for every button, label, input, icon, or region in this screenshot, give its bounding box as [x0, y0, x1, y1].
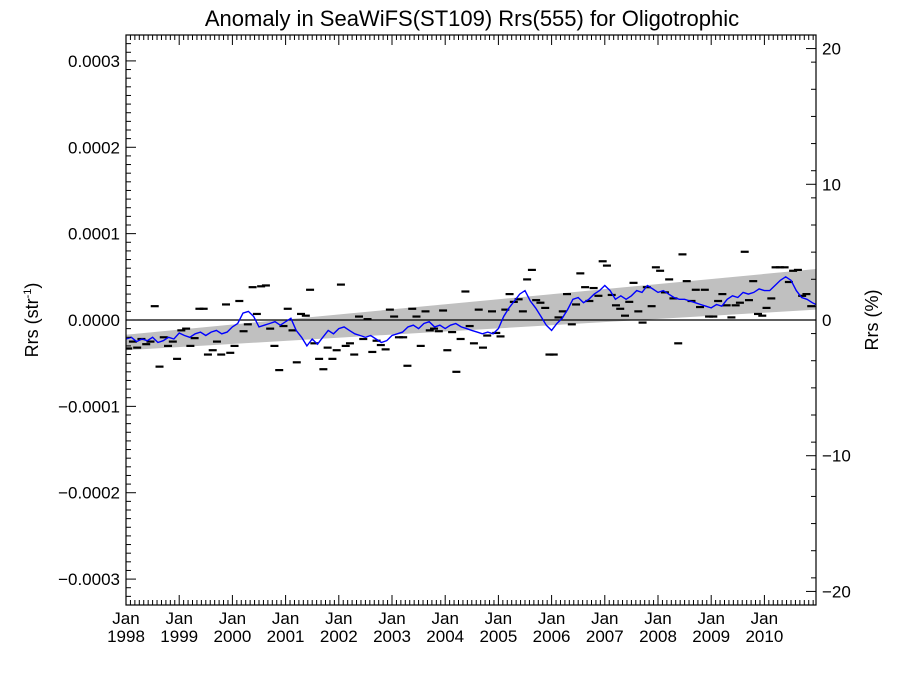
x-tick-year-label: 2005 — [479, 627, 517, 646]
right-tick-label: 10 — [822, 175, 841, 194]
right-tick-label: 0 — [822, 311, 831, 330]
x-tick-year-label: 2006 — [533, 627, 571, 646]
x-tick-year-label: 2010 — [745, 627, 783, 646]
right-tick-label: −10 — [822, 447, 851, 466]
x-tick-month-label: Jan — [378, 609, 405, 628]
x-tick-year-label: 2003 — [373, 627, 411, 646]
x-tick-year-label: 1999 — [160, 627, 198, 646]
x-tick-year-label: 2000 — [213, 627, 251, 646]
x-tick-month-label: Jan — [751, 609, 778, 628]
left-axis: 0.0003 0.0002 0.0001 0.0000 −0.0001 −0.0002 −0… — [58, 34, 136, 606]
right-tick-label: 20 — [822, 40, 841, 59]
left-tick-label: −0.0001 — [58, 397, 120, 416]
plot-area — [126, 250, 816, 373]
left-tick-label: 0.0001 — [68, 225, 120, 244]
x-tick-month-label: Jan — [325, 609, 352, 628]
left-tick-label: 0.0002 — [68, 138, 120, 157]
chart-title: Anomaly in SeaWiFS(ST109) Rrs(555) for O… — [205, 6, 739, 31]
trend-band — [126, 269, 816, 351]
plot-content — [126, 250, 816, 373]
x-tick-year-label: 1998 — [107, 627, 145, 646]
x-axis: Jan1998Jan1999Jan2000Jan2001Jan2002Jan20… — [107, 35, 814, 646]
x-tick-year-label: 2007 — [586, 627, 624, 646]
right-tick-label: −20 — [822, 582, 851, 601]
left-tick-label: 0.0000 — [68, 311, 120, 330]
x-tick-month-label: Jan — [272, 609, 299, 628]
x-tick-year-label: 2008 — [639, 627, 677, 646]
x-tick-year-label: 2009 — [692, 627, 730, 646]
x-tick-month-label: Jan — [219, 609, 246, 628]
x-tick-year-label: 2004 — [426, 627, 464, 646]
x-tick-year-label: 2001 — [267, 627, 305, 646]
x-tick-month-label: Jan — [112, 609, 139, 628]
y-axis-left-title: Rrs (str-1) — [22, 283, 42, 358]
y-axis-right-title: Rrs (%) — [862, 290, 882, 351]
left-tick-label: −0.0003 — [58, 570, 120, 589]
right-axis: 20 10 0 −10 −20 — [806, 34, 851, 606]
x-tick-month-label: Jan — [697, 609, 724, 628]
x-tick-year-label: 2002 — [320, 627, 358, 646]
x-tick-month-label: Jan — [165, 609, 192, 628]
x-tick-month-label: Jan — [538, 609, 565, 628]
left-tick-label: 0.0003 — [68, 52, 120, 71]
running-mean-line — [126, 275, 816, 348]
x-tick-month-label: Jan — [485, 609, 512, 628]
x-tick-month-label: Jan — [644, 609, 671, 628]
x-tick-month-label: Jan — [431, 609, 458, 628]
left-tick-label: −0.0002 — [58, 484, 120, 503]
x-tick-month-label: Jan — [591, 609, 618, 628]
